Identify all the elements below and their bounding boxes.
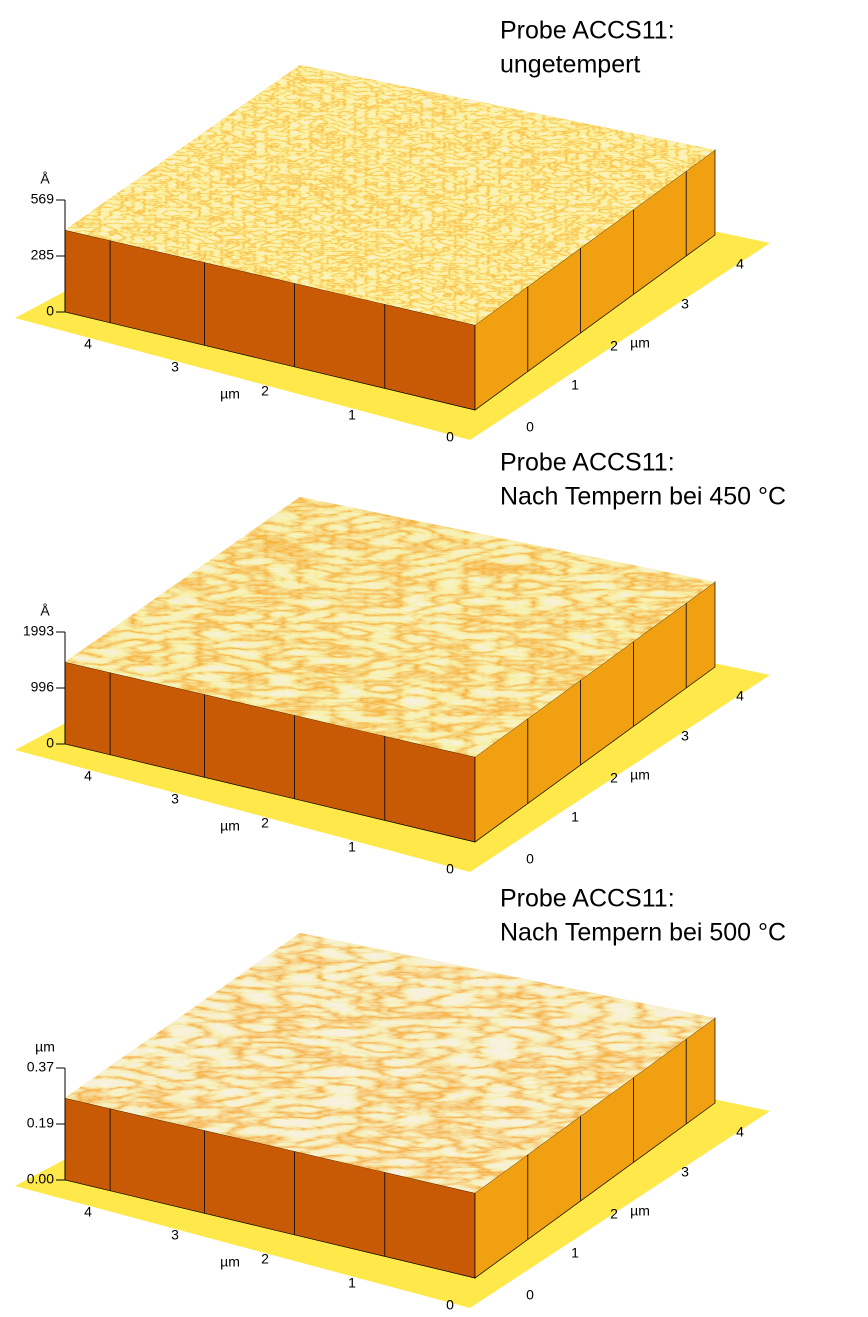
- x-tick-label: 2: [261, 815, 269, 831]
- x-tick-label: 4: [84, 336, 92, 352]
- y-tick-label: 1: [571, 377, 579, 393]
- surface-texture: [65, 65, 715, 325]
- z-tick-label: 0: [46, 303, 54, 319]
- x-tick-label: 4: [84, 1204, 92, 1220]
- y-tick-label: 4: [736, 1124, 744, 1140]
- y-unit: µm: [630, 767, 650, 783]
- y-tick-label: 2: [610, 1206, 618, 1222]
- y-tick-label: 2: [610, 338, 618, 354]
- surface-texture: [65, 933, 715, 1193]
- x-unit: µm: [220, 818, 240, 834]
- panel-title: ungetempert: [500, 51, 640, 79]
- y-tick-label: 3: [681, 728, 689, 744]
- panel-title: Probe ACCS11:: [500, 449, 675, 477]
- z-tick-label: 0: [46, 735, 54, 751]
- z-tick-label: 0.37: [27, 1059, 54, 1075]
- panel-title: Nach Tempern bei 450 °C: [500, 483, 786, 511]
- afm-panel: Probe ACCS11:Nach Tempern bei 450 °CÅ199…: [15, 449, 786, 877]
- x-tick-label: 1: [348, 839, 356, 855]
- z-unit: Å: [40, 603, 50, 619]
- y-tick-label: 4: [736, 688, 744, 704]
- panel-title: Probe ACCS11:: [500, 885, 675, 913]
- x-tick-label: 1: [348, 407, 356, 423]
- y-tick-label: 2: [610, 770, 618, 786]
- x-tick-label: 3: [171, 1227, 179, 1243]
- x-tick-label: 3: [171, 791, 179, 807]
- z-tick-label: 996: [31, 679, 55, 695]
- x-unit: µm: [220, 1254, 240, 1270]
- z-tick-label: 0.19: [27, 1115, 54, 1131]
- z-unit: Å: [40, 171, 50, 187]
- x-tick-label: 0: [446, 1297, 454, 1313]
- x-tick-label: 3: [171, 359, 179, 375]
- y-tick-label: 4: [736, 256, 744, 272]
- z-tick-label: 569: [31, 191, 55, 207]
- surface-texture: [65, 497, 715, 757]
- z-tick-label: 0.00: [27, 1171, 54, 1187]
- x-tick-label: 4: [84, 768, 92, 784]
- right-face: [474, 1017, 716, 1279]
- z-tick-label: 1993: [23, 623, 54, 639]
- y-tick-label: 3: [681, 1164, 689, 1180]
- z-unit: µm: [35, 1039, 55, 1055]
- afm-panel: Probe ACCS11: ungetempert Å 569 285 0 4 3 2 1 0 µm 0…: [15, 17, 770, 445]
- y-tick-label: 0: [526, 851, 534, 867]
- y-tick-label: 0: [526, 1287, 534, 1303]
- y-tick-label: 3: [681, 296, 689, 312]
- y-unit: µm: [630, 1203, 650, 1219]
- z-tick-label: 285: [31, 247, 55, 263]
- panel-title: Nach Tempern bei 500 °C: [500, 919, 786, 947]
- x-tick-label: 2: [261, 383, 269, 399]
- x-tick-label: 2: [261, 1251, 269, 1267]
- x-tick-label: 1: [348, 1275, 356, 1291]
- panel-title: Probe ACCS11:: [500, 17, 675, 45]
- y-tick-label: 0: [526, 419, 534, 435]
- y-unit: µm: [630, 335, 650, 351]
- x-unit: µm: [220, 386, 240, 402]
- x-tick-label: 0: [446, 429, 454, 445]
- x-tick-label: 0: [446, 861, 454, 877]
- afm-panel: Probe ACCS11: Nach Tempern bei 500 °C µm 0.…: [15, 885, 786, 1313]
- y-tick-label: 1: [571, 1245, 579, 1261]
- y-tick-label: 1: [571, 809, 579, 825]
